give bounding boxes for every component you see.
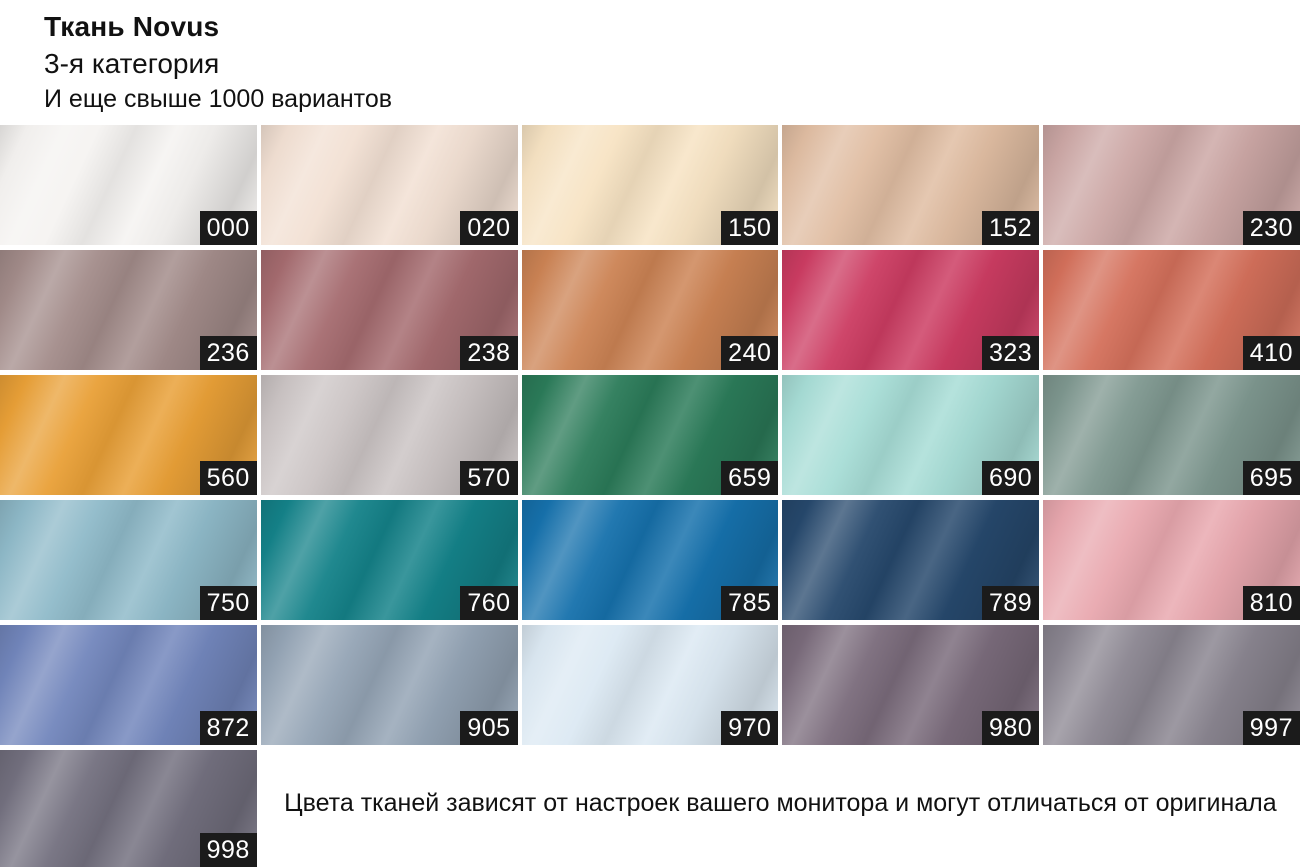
fabric-code-badge: 872 [199,711,257,745]
page-title: Ткань Novus [44,11,220,42]
fabric-swatch-240: 240 [521,250,779,370]
fabric-code-badge: 000 [199,211,257,245]
fabric-code-badge: 152 [981,211,1040,245]
fabric-code-badge: 570 [460,461,518,495]
fabric-code-badge: 659 [721,461,779,495]
fabric-code-badge: 997 [1242,711,1300,745]
fabric-swatch-695: 695 [1043,375,1300,495]
fabric-swatch-750: 750 [0,500,257,620]
fabric-swatch-560: 560 [0,375,257,495]
fabric-swatch-659: 659 [521,375,779,495]
fabric-code-badge: 150 [721,211,779,245]
fabric-swatch-998: 998 [0,750,257,867]
fabric-swatch-810: 810 [1043,500,1300,620]
fabric-swatch-785: 785 [521,500,779,620]
fabric-swatch-150: 150 [521,125,779,245]
fabric-code-badge: 998 [199,833,257,867]
fabric-swatch-760: 760 [260,500,518,620]
fabric-code-badge: 238 [460,336,518,370]
fabric-code-badge: 560 [199,461,257,495]
fabric-code-badge: 789 [981,586,1040,620]
fabric-code-badge: 905 [460,711,518,745]
monitor-disclaimer: Цвета тканей зависят от настроек вашего … [284,789,1277,817]
fabric-swatch-230: 230 [1043,125,1300,245]
fabric-code-badge: 230 [1242,211,1300,245]
fabric-code-badge: 760 [460,586,518,620]
fabric-code-badge: 410 [1242,336,1300,370]
fabric-swatch-152: 152 [782,125,1040,245]
fabric-swatch-997: 997 [1043,625,1300,745]
fabric-swatch-570: 570 [260,375,518,495]
fabric-swatch-980: 980 [782,625,1040,745]
variants-note: И еще свыше 1000 вариантов [44,85,393,113]
fabric-swatch-020: 020 [260,125,518,245]
fabric-code-badge: 236 [199,336,257,370]
fabric-code-badge: 690 [981,461,1040,495]
category-subtitle: 3-я категория [44,48,220,79]
fabric-code-badge: 750 [199,586,257,620]
header: Ткань Novus 3-я категория И еще свыше 10… [0,0,1300,125]
fabric-swatch-236: 236 [0,250,257,370]
fabric-swatch-789: 789 [782,500,1040,620]
fabric-code-badge: 695 [1242,461,1300,495]
footer-disclaimer-cell: Цвета тканей зависят от настроек вашего … [261,750,1300,867]
fabric-code-badge: 970 [721,711,779,745]
fabric-swatch-905: 905 [260,625,518,745]
fabric-swatch-000: 000 [0,125,257,245]
swatch-grid: 000 020 150 152 230 236 238 240 323 410 … [0,125,1300,867]
fabric-code-badge: 785 [721,586,779,620]
fabric-swatch-238: 238 [260,250,518,370]
fabric-code-badge: 323 [981,336,1040,370]
fabric-swatch-690: 690 [782,375,1040,495]
fabric-swatch-970: 970 [521,625,779,745]
fabric-code-badge: 980 [981,711,1040,745]
fabric-code-badge: 810 [1242,586,1300,620]
fabric-code-badge: 020 [460,211,518,245]
fabric-code-badge: 240 [721,336,779,370]
fabric-swatch-872: 872 [0,625,257,745]
fabric-swatch-323: 323 [782,250,1040,370]
fabric-swatch-410: 410 [1043,250,1300,370]
